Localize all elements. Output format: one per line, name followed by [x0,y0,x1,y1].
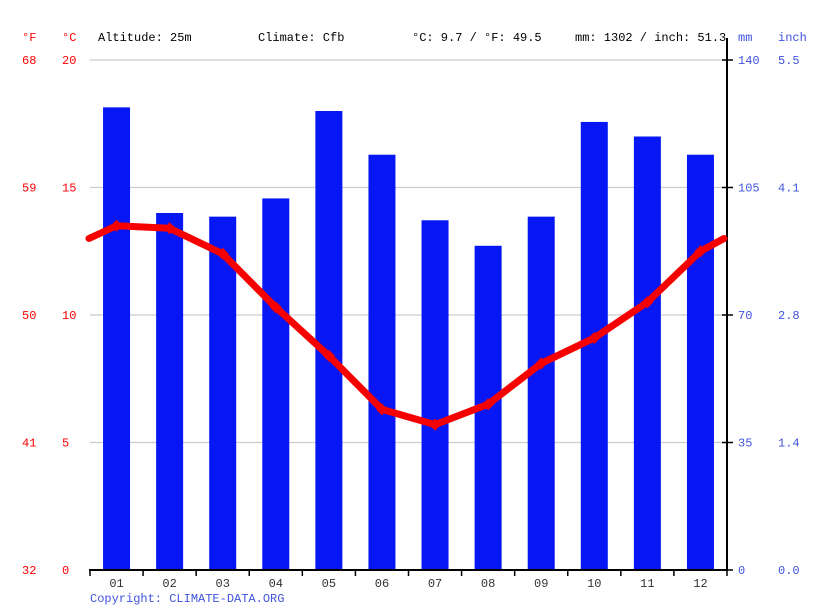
c-axis-tick-label: 15 [62,182,76,196]
month-label-10: 10 [587,577,601,591]
month-label-02: 02 [162,577,176,591]
temperature-line [85,222,728,429]
precipitation-bar-09 [527,216,555,570]
temperature-point-05 [322,349,335,362]
inch-axis-tick-label: 2.8 [778,309,800,323]
mm-axis-tick-label: 105 [738,182,760,196]
c-axis-tick-label: 0 [62,564,69,578]
precipitation-bar-06 [368,154,396,570]
precipitation-bar-01 [103,107,131,570]
f-axis-tick-label: 59 [22,182,36,196]
month-label-11: 11 [640,577,654,591]
mm-unit-label: mm [738,31,753,45]
temperature-point-11 [641,296,654,309]
precipitation-bar-02 [156,213,184,570]
month-label-03: 03 [216,577,230,591]
month-label-04: 04 [269,577,283,591]
altitude-label: Altitude: 25m [98,31,192,45]
month-label-06: 06 [375,577,389,591]
temperature-point-07 [429,418,442,431]
temperature-point-06 [375,403,388,416]
f-axis-tick-label: 32 [22,564,36,578]
temperature-point-08 [482,398,495,411]
month-label-12: 12 [693,577,707,591]
precipitation-bar-07 [421,220,449,571]
inch-axis-tick-label: 5.5 [778,54,800,68]
temperature-point-04 [269,301,282,314]
temperature-point-02 [163,222,176,235]
temperature-point-09 [535,357,548,370]
climate-data-org-link[interactable]: CLIMATE-DATA.ORG [169,592,285,606]
mean-temperature-label: °C: 9.7 / °F: 49.5 [412,31,542,45]
celsius-unit-label: °C [62,31,77,45]
precipitation-bar-03 [209,216,237,570]
precipitation-bar-05 [315,111,343,570]
month-label-05: 05 [322,577,336,591]
f-axis-tick-label: 41 [22,437,36,451]
copyright-notice: Copyright: CLIMATE-DATA.ORG [90,592,284,606]
precipitation-bar-11 [633,136,661,570]
c-axis-tick-label: 5 [62,437,69,451]
fahrenheit-unit-label: °F [22,31,37,45]
climate-class-label: Climate: Cfb [258,31,345,45]
mm-axis-tick-label: 0 [738,564,745,578]
f-axis-tick-label: 50 [22,309,36,323]
c-axis-tick-label: 10 [62,309,76,323]
temperature-point-12 [694,245,707,258]
month-label-01: 01 [109,577,123,591]
temperature-point-01 [110,219,123,232]
month-label-07: 07 [428,577,442,591]
temperature-point-10 [588,331,601,344]
inch-axis-tick-label: 1.4 [778,437,800,451]
c-axis-tick-label: 20 [62,54,76,68]
copyright-prefix: Copyright: [90,592,170,606]
mm-axis-tick-label: 35 [738,437,752,451]
inch-axis-tick-label: 0.0 [778,564,800,578]
precipitation-bar-12 [686,154,714,570]
month-label-09: 09 [534,577,548,591]
mm-axis-tick-label: 140 [738,54,760,68]
temperature-point-03 [216,247,229,260]
annual-precipitation-label: mm: 1302 / inch: 51.3 [575,31,727,45]
inch-unit-label: inch [778,31,807,45]
inch-axis-tick-label: 4.1 [778,182,800,196]
mm-axis-tick-label: 70 [738,309,752,323]
f-axis-tick-label: 68 [22,54,36,68]
precipitation-bar-04 [262,198,290,570]
month-label-08: 08 [481,577,495,591]
